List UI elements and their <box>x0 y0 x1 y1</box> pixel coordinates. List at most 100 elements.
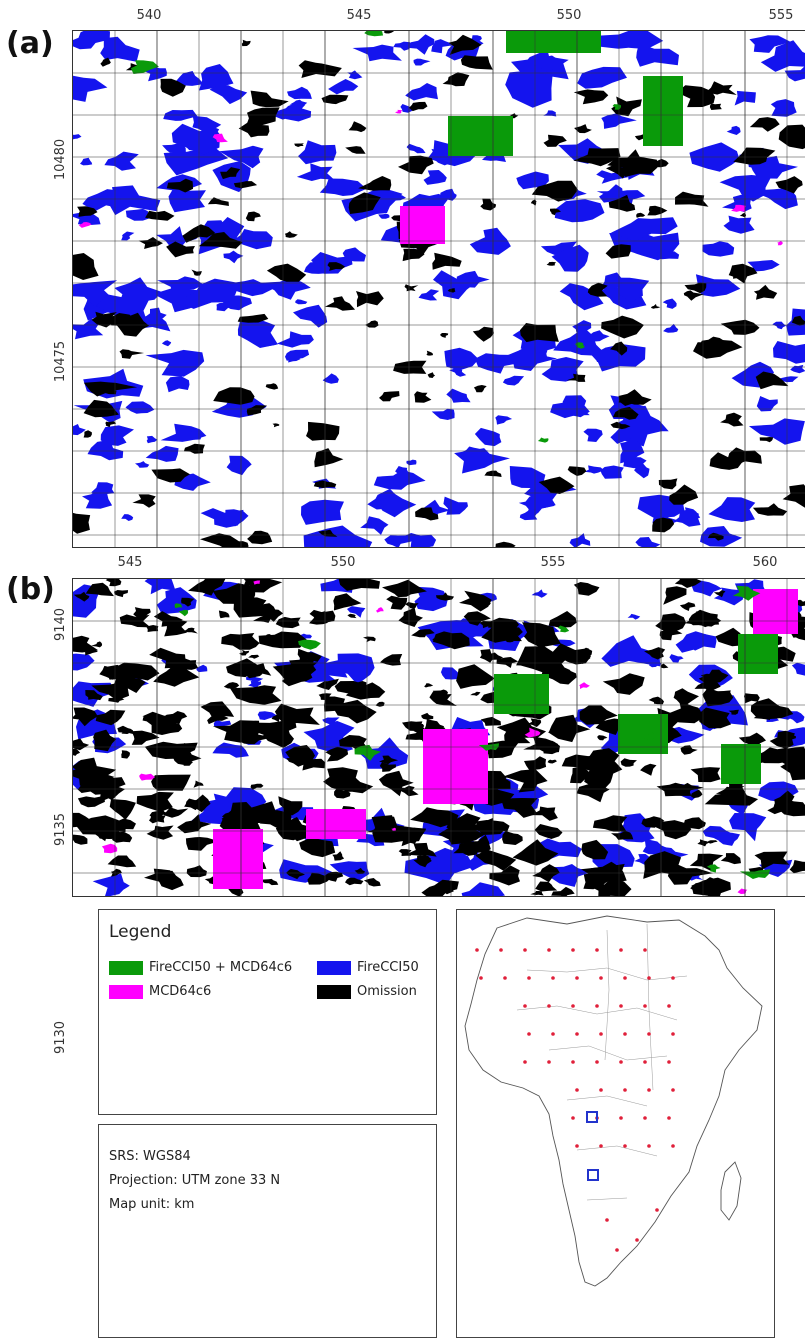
mcd64-patch <box>777 241 783 246</box>
omission-patch <box>680 745 698 755</box>
firecci-patch <box>620 439 645 464</box>
omission-patch <box>278 796 303 816</box>
omission-patch <box>83 430 92 438</box>
firecci-patch <box>213 719 232 728</box>
omission-patch <box>379 391 400 402</box>
study-site-b-box <box>587 1169 599 1181</box>
panel-a-tick-y-10475: 10475 <box>53 340 69 383</box>
omission-patch <box>480 198 497 211</box>
firecci-patch <box>304 261 331 274</box>
sample-point <box>595 948 599 952</box>
omission-patch <box>683 290 704 301</box>
omission-patch <box>447 288 456 293</box>
agreement-patch <box>739 869 771 879</box>
firecci-patch <box>584 465 605 474</box>
omission-patch <box>570 766 591 784</box>
omission-patch <box>543 134 567 147</box>
firecci-patch <box>791 662 805 676</box>
sample-point <box>605 1218 609 1222</box>
firecci-patch <box>708 497 756 522</box>
omission-patch <box>579 705 618 725</box>
madagascar-outline <box>720 1161 742 1221</box>
omission-patch <box>73 812 92 828</box>
omission-patch <box>91 311 117 328</box>
omission-patch <box>212 583 256 604</box>
firecci-patch <box>347 70 363 80</box>
omission-patch <box>649 158 669 168</box>
firecci-patch <box>726 125 741 135</box>
firecci-patch <box>444 347 479 371</box>
firecci-patch <box>587 330 610 342</box>
omission-patch <box>573 582 600 596</box>
omission-patch <box>109 799 136 820</box>
omission-patch <box>110 823 126 833</box>
sample-point <box>475 948 479 952</box>
sample-point <box>551 976 555 980</box>
firecci-patch <box>347 606 366 618</box>
firecci-patch <box>685 507 701 520</box>
firecci-patch <box>663 323 679 333</box>
firecci-patch <box>657 248 680 260</box>
sample-point <box>599 976 603 980</box>
omission-patch <box>715 627 745 647</box>
firecci-patch <box>73 653 95 671</box>
firecci-patch <box>378 213 390 219</box>
sample-point <box>575 1088 579 1092</box>
agreement-patch <box>575 342 585 349</box>
omission-patch <box>138 237 163 249</box>
sample-point <box>671 1088 675 1092</box>
firecci-patch <box>702 241 735 257</box>
panel-b-tick-x-550: 550 <box>330 555 356 570</box>
sample-point <box>571 1060 575 1064</box>
agreement-patch <box>494 674 549 714</box>
omission-patch <box>393 785 419 797</box>
omission-patch <box>345 682 386 700</box>
omission-patch <box>177 814 212 834</box>
firecci-patch <box>156 226 198 250</box>
projection-line: Projection: UTM zone 33 N <box>109 1173 281 1188</box>
sample-point <box>523 1060 527 1064</box>
omission-patch <box>256 603 277 613</box>
firecci-patch <box>328 79 359 95</box>
sample-point <box>623 1032 627 1036</box>
omission-patch <box>597 735 608 741</box>
sample-point <box>671 1144 675 1148</box>
legend-label-mcd: MCD64c6 <box>149 984 212 999</box>
firecci-patch <box>446 388 471 403</box>
omission-patch <box>693 339 743 359</box>
legend-label-firecci: FireCCI50 <box>357 960 419 975</box>
firecci-patch <box>423 170 447 185</box>
sample-point <box>671 1032 675 1036</box>
firecci-patch <box>554 199 605 223</box>
sample-point <box>551 1032 555 1036</box>
agreement-patch <box>660 107 677 116</box>
omission-patch <box>248 654 260 659</box>
panel-a-tick-x-555: 555 <box>768 8 794 23</box>
firecci-patch <box>196 664 208 673</box>
legend-swatch-omission <box>317 984 351 999</box>
firecci-patch <box>192 115 222 135</box>
firecci-patch <box>642 838 669 855</box>
sample-point <box>619 948 623 952</box>
legend-label-omission: Omission <box>357 984 417 999</box>
firecci-patch <box>541 357 584 382</box>
omission-patch <box>169 746 202 766</box>
panel-b-tick-y-9135: 9135 <box>53 812 69 847</box>
omission-patch <box>608 194 636 212</box>
omission-patch <box>789 860 805 874</box>
omission-patch <box>185 837 219 851</box>
firecci-patch <box>524 493 558 511</box>
omission-patch <box>333 593 362 611</box>
omission-patch <box>206 579 217 584</box>
omission-patch <box>775 176 803 194</box>
omission-patch <box>299 837 336 858</box>
omission-patch <box>752 503 788 516</box>
omission-patch <box>512 839 559 866</box>
omission-patch <box>145 210 175 221</box>
firecci-patch <box>289 99 308 106</box>
omission-patch <box>440 333 449 338</box>
omission-patch <box>230 634 260 650</box>
omission-patch <box>644 647 666 660</box>
firecci-patch <box>92 873 130 896</box>
firecci-patch <box>551 244 589 272</box>
